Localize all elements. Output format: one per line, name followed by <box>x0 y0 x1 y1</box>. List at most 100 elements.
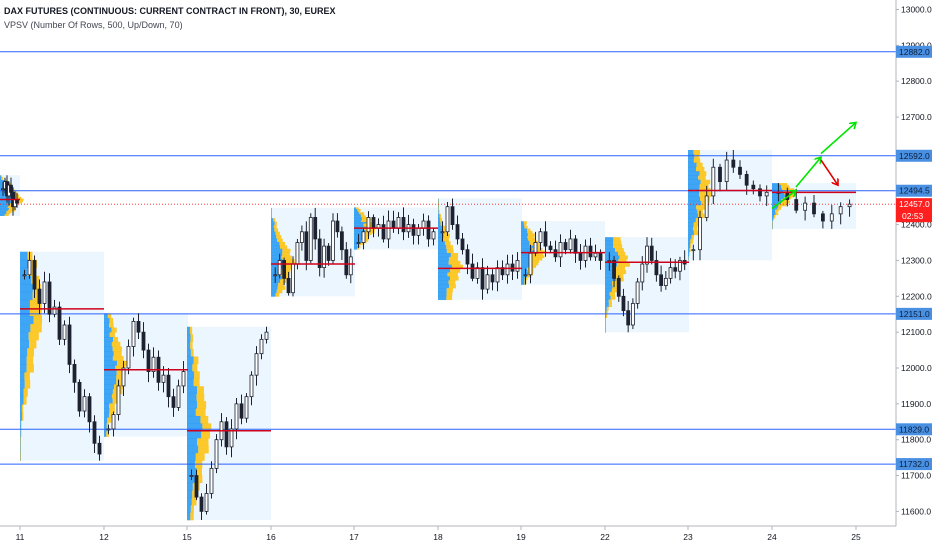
profile-bar-up <box>772 227 773 230</box>
profile-bar-up <box>20 380 25 389</box>
candle-body <box>794 199 799 211</box>
profile-bar-up <box>187 453 196 461</box>
profile-bar-down <box>29 307 42 317</box>
profile-bar-down <box>609 292 615 297</box>
profile-bar-up <box>605 303 609 308</box>
profile-bar-down <box>9 207 16 210</box>
profile-bar-up <box>438 288 447 293</box>
profile-bar-up <box>187 356 194 365</box>
volume-profiles <box>0 149 856 521</box>
profile-bar-down <box>6 211 12 213</box>
profile-bar-down <box>20 420 22 429</box>
profile-bar-down <box>271 207 272 212</box>
profile-bar-up <box>521 262 531 266</box>
profile-bar-down <box>273 218 276 222</box>
candle-body <box>335 220 340 233</box>
profile-bar-down <box>28 340 37 349</box>
profile-bar-up <box>187 505 191 513</box>
profile-bar-up <box>271 228 275 233</box>
candle-body <box>116 385 121 416</box>
profile-bar-up <box>104 393 112 399</box>
candle-body <box>97 442 102 455</box>
level-tag <box>896 184 932 197</box>
profile-bar-down <box>613 237 621 242</box>
y-tick-label: 12300.0 <box>901 255 932 265</box>
candle-body <box>239 403 244 419</box>
profile-bar-down <box>696 205 706 210</box>
profile-bar-up <box>772 207 778 210</box>
profile-bar-down <box>191 497 197 506</box>
profile-bar-down <box>446 291 453 297</box>
profile-bar-up <box>688 222 694 227</box>
profile-bar-up <box>688 200 702 206</box>
profile-bar-up <box>605 262 618 267</box>
profile-bar-up <box>605 306 607 311</box>
profile-bar-down <box>526 228 531 232</box>
profile-bar-down <box>26 356 34 365</box>
level-tag <box>896 307 932 320</box>
profile-bar-down <box>530 257 543 261</box>
candle-body <box>588 245 593 258</box>
candle-body <box>645 245 649 265</box>
candle-body <box>295 242 300 265</box>
candle-body <box>181 371 186 387</box>
profile-bar-up <box>187 497 192 506</box>
profile-bar-up <box>20 348 28 357</box>
profile-bar-down <box>694 154 700 159</box>
profile-bar-up <box>0 212 7 215</box>
profile-bar-down <box>363 231 375 234</box>
profile-bar-up <box>354 213 361 216</box>
x-tick-label: 23 <box>683 532 693 542</box>
profile-bar-up <box>187 349 191 357</box>
profile-bar-up <box>438 245 447 250</box>
profile-bar-up <box>271 282 279 287</box>
profile-bar-down <box>439 214 441 219</box>
profile-bar-up <box>20 267 28 277</box>
profile-bar-down <box>605 317 606 322</box>
profile-bar-down <box>4 214 9 217</box>
profile-bar-down <box>274 228 279 233</box>
profile-bar-down <box>448 280 456 285</box>
y-tick-label: 12100.0 <box>901 327 932 337</box>
candle-body <box>663 277 668 286</box>
candle-body <box>291 263 295 294</box>
profile-bar-down <box>113 337 119 343</box>
profile-bar-up <box>438 229 443 234</box>
profile-bar-up <box>0 206 8 209</box>
profile-bar-up <box>187 408 196 417</box>
profile-bar-down <box>613 244 623 249</box>
profile-bar-up <box>187 326 190 335</box>
profile-bar-up <box>438 217 440 223</box>
profile-bar-down <box>527 230 533 234</box>
profile-bar-up <box>104 408 110 414</box>
profile-bar-down <box>530 265 537 268</box>
profile-bar-up <box>688 175 699 180</box>
profile-bar-down <box>117 360 128 366</box>
candle-body <box>505 263 510 276</box>
candle-body <box>724 159 729 182</box>
profile-bar-up <box>20 307 30 317</box>
profile-bar-up <box>438 233 444 238</box>
candle-body <box>578 252 583 261</box>
profile-bar-down <box>113 351 122 357</box>
profile-bar-down <box>32 283 41 293</box>
candle-body <box>445 206 450 233</box>
candle-body <box>313 217 318 240</box>
green-arrow <box>820 122 856 155</box>
candle-body <box>62 324 67 340</box>
profile-bar-down <box>360 215 366 218</box>
current-price-label: 12457.0 <box>899 199 930 209</box>
profile-bar-down <box>606 306 609 311</box>
profile-bar-down <box>7 209 16 212</box>
profile-bar-up <box>187 445 199 454</box>
profile-bar-up <box>438 268 451 273</box>
profile-bar-down <box>441 225 446 230</box>
profile-bar-down <box>190 349 194 357</box>
profile-bar-up <box>104 431 107 437</box>
profile-bar-down <box>614 266 625 271</box>
profile-bar-up <box>688 154 695 159</box>
profile-bar-down <box>781 200 790 203</box>
profile-bar-down <box>524 226 528 229</box>
candle-body <box>176 385 181 408</box>
